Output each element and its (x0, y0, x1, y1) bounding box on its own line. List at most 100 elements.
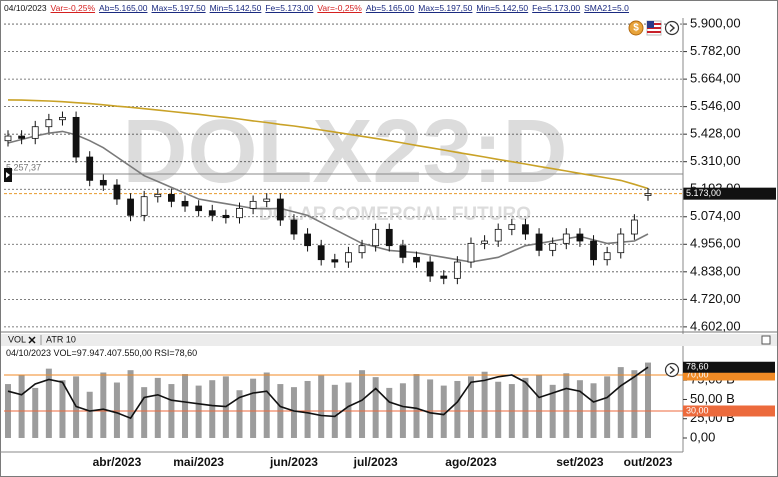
info-item[interactable]: Min=5.142,50 (209, 3, 262, 13)
x-tick-label: ago/2023 (445, 455, 497, 469)
info-item[interactable]: Ab=5.165,00 (99, 3, 148, 13)
volume-bar (413, 374, 420, 438)
rsi-level-box (683, 369, 775, 381)
candle-body (426, 261, 434, 277)
volume-bar (345, 382, 352, 438)
volume-bar (290, 387, 297, 438)
moving-average-line (7, 99, 649, 190)
x-tick-label: jul/2023 (353, 455, 398, 469)
volume-bar (440, 385, 447, 438)
volume-bar (127, 370, 134, 438)
candle-body (535, 233, 543, 251)
volume-bar (372, 377, 379, 438)
rsi-next-chevron (669, 365, 676, 375)
volume-bar (209, 380, 216, 438)
volume-bar (536, 374, 543, 438)
currency-icon[interactable] (628, 20, 644, 36)
volume-bar (631, 370, 638, 438)
candle-body (304, 233, 311, 247)
info-item[interactable]: Ab=5.165,00 (365, 3, 415, 13)
left-marker-arrow (6, 172, 10, 178)
info-item[interactable]: Var=-0,25% (50, 3, 96, 13)
volume-bar (86, 391, 93, 438)
candle-body (549, 242, 557, 251)
volume-bar (467, 376, 474, 438)
candle-body (236, 207, 243, 219)
volume-bar (182, 374, 189, 438)
volume-bar (113, 382, 120, 438)
y-tick-label: 5.900,00 (690, 16, 741, 31)
candle-body (222, 214, 230, 219)
flag-icon[interactable] (646, 20, 662, 36)
info-item[interactable]: Max=5.197,50 (151, 3, 206, 13)
volume-bar (195, 385, 202, 438)
price-panel: 5.900,00 5.782,00 5.664,00 5.546,00 5.428,00… (4, 16, 776, 333)
y-tick-label: 0,00 (690, 429, 715, 444)
candle-body (113, 184, 121, 200)
candle-body (154, 193, 162, 198)
last-price-label: 5.173,00 (686, 188, 721, 198)
candle-body (59, 116, 66, 121)
y-tick-label: 4.956,00 (690, 236, 741, 251)
candle-body (372, 228, 380, 247)
info-item[interactable]: Var=-0,25% (317, 3, 362, 13)
candle-body (617, 233, 625, 254)
candle-body (181, 200, 189, 207)
candle-body (644, 193, 652, 196)
y-tick-label: 5.546,00 (690, 98, 741, 113)
panel-info: 04/10/2023 VOL=97.947.407.550,00 RSI=78,… (6, 348, 198, 358)
info-item[interactable]: Fe=5.173,00 (265, 3, 314, 13)
x-tick-label: out/2023 (624, 455, 673, 469)
candle-body (385, 228, 393, 247)
candle-body (140, 196, 148, 216)
candle-body (399, 245, 407, 258)
volume-bar (32, 387, 39, 438)
y-tick-label: 5.782,00 (690, 43, 741, 58)
y-tick-label: 5.074,00 (690, 208, 741, 223)
volume-bar (59, 380, 66, 438)
info-item[interactable]: Fe=5.173,00 (532, 3, 581, 13)
candle-body (168, 193, 175, 202)
info-item[interactable]: Min=5.142,50 (476, 3, 529, 13)
rsi-line (7, 366, 649, 420)
volume-bar (576, 380, 583, 438)
volume-bar (454, 380, 461, 438)
rsi-level-box (683, 405, 775, 417)
watermark-subtitle: DÓLAR COMERCIAL FUTURO (259, 203, 531, 225)
panel-maximize[interactable] (761, 335, 771, 345)
rsi-last-label: 78,60 (686, 362, 709, 372)
volume-bar (45, 368, 52, 438)
candle-body (45, 119, 53, 128)
candle-body (630, 219, 638, 235)
x-tick-label: mai/2023 (173, 455, 224, 469)
panel-indicator[interactable]: ATR 10 (46, 334, 76, 344)
candle-body (562, 233, 570, 244)
volume-bar (645, 362, 651, 438)
candle-body (263, 198, 271, 202)
volume-bar (141, 387, 148, 438)
rsi-next-button[interactable] (664, 362, 680, 378)
candle-body (603, 252, 611, 261)
panel-tab[interactable]: VOL (8, 334, 26, 344)
info-item[interactable]: Max=5.197,50 (418, 3, 473, 13)
candle-body (522, 224, 529, 235)
rsi-last-box (683, 361, 775, 373)
panel-close[interactable] (28, 336, 36, 344)
volume-bar (100, 372, 107, 438)
info-item[interactable]: SMA21=5.000,26 (584, 3, 629, 13)
candle-body (208, 210, 216, 216)
candle-body (276, 198, 284, 221)
watermark-title: DOLX23:D (122, 102, 567, 202)
candle-body (127, 198, 134, 216)
candle-body (358, 245, 366, 254)
candle-body (590, 240, 597, 261)
candle-body (99, 179, 107, 186)
rsi-level-label: 30,00 (686, 405, 709, 415)
candle-body (18, 135, 26, 139)
next-button[interactable] (664, 20, 680, 36)
next-chevron (669, 23, 676, 33)
panel-header (1, 334, 777, 346)
volume-bar (427, 379, 434, 438)
